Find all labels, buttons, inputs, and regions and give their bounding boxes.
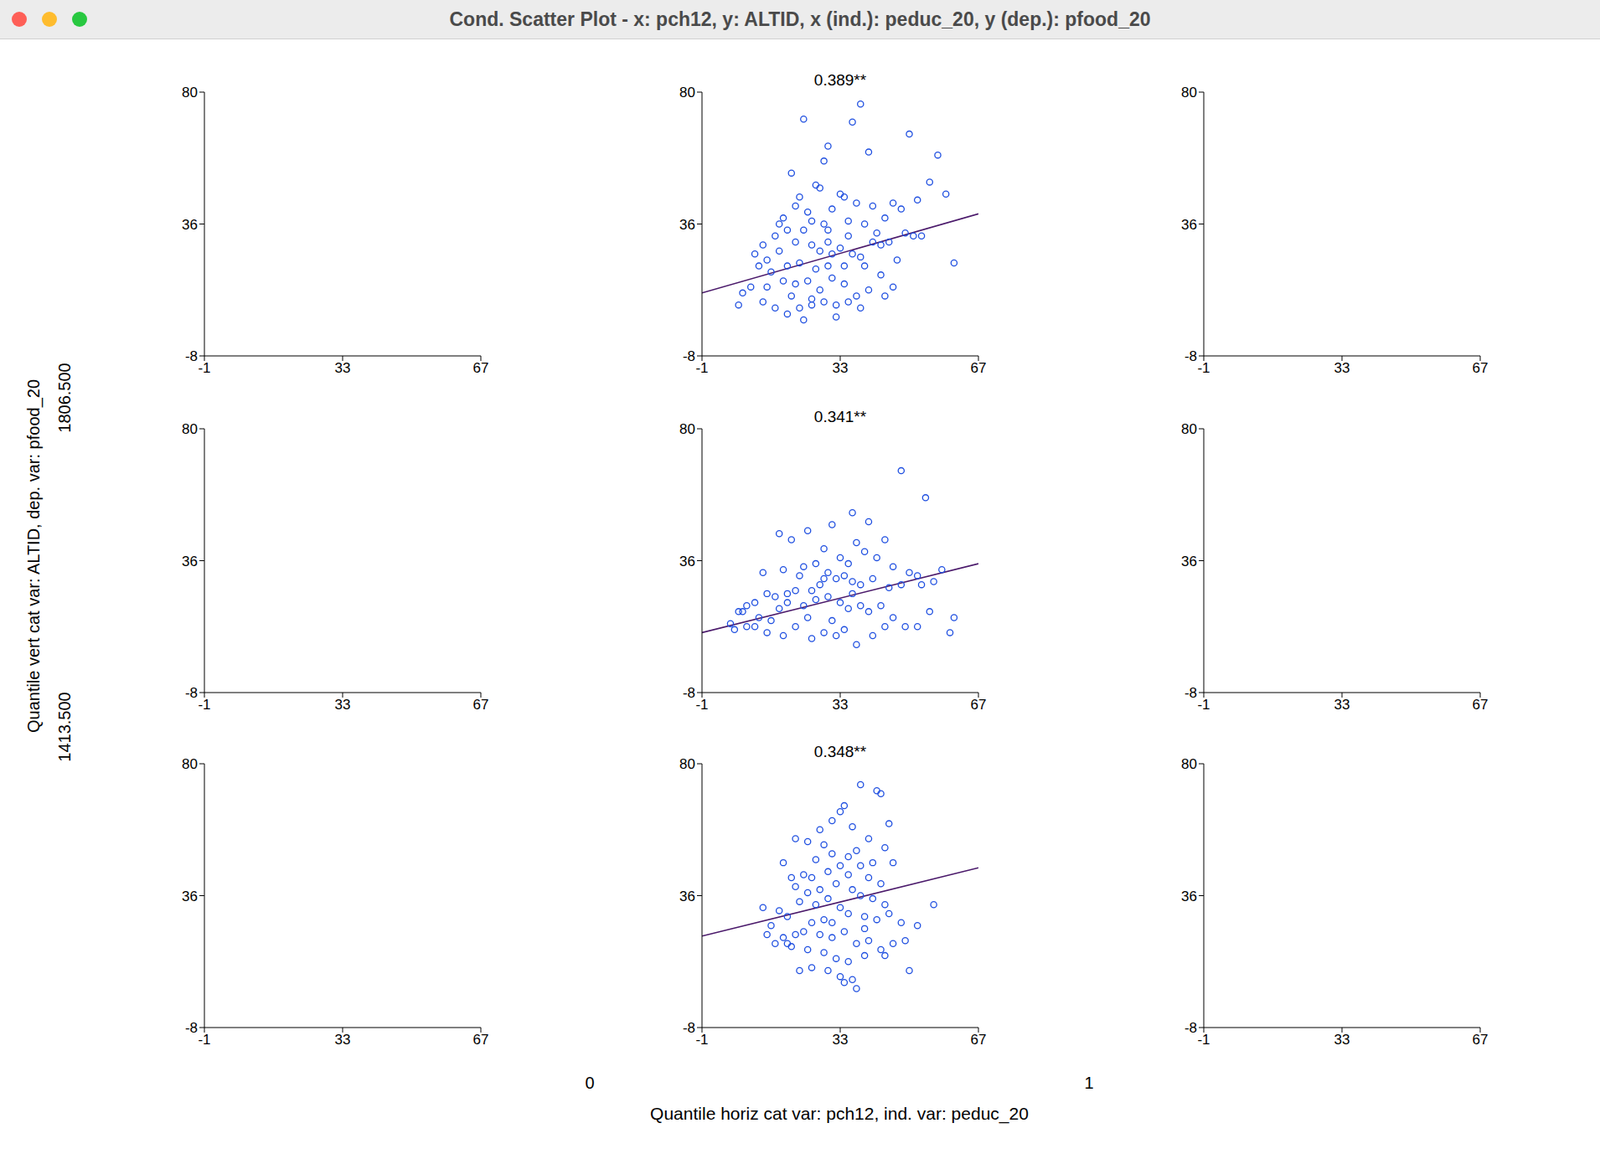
svg-text:36: 36 bbox=[181, 216, 198, 233]
svg-text:-8: -8 bbox=[682, 348, 696, 365]
svg-text:33: 33 bbox=[335, 696, 351, 713]
html-text:0.389**: 0.389** bbox=[814, 71, 867, 89]
html-text:Quantile horiz cat var: pch12,: Quantile horiz cat var: pch12, ind. var:… bbox=[650, 1104, 1029, 1124]
svg-text:67: 67 bbox=[473, 696, 490, 713]
svg-text:-1: -1 bbox=[1197, 696, 1210, 713]
html-text:1413.500: 1413.500 bbox=[54, 692, 74, 763]
svg-text:-8: -8 bbox=[185, 685, 198, 702]
svg-text:33: 33 bbox=[832, 696, 849, 713]
svg-text:80: 80 bbox=[679, 421, 696, 438]
svg-text:33: 33 bbox=[1334, 360, 1351, 377]
html-text:1806.500: 1806.500 bbox=[54, 362, 74, 433]
svg-text:80: 80 bbox=[1181, 756, 1198, 773]
svg-text:-1: -1 bbox=[197, 1032, 211, 1048]
svg-text:67: 67 bbox=[970, 360, 987, 377]
svg-text:33: 33 bbox=[832, 360, 849, 377]
svg-text:36: 36 bbox=[1181, 553, 1198, 570]
svg-text:80: 80 bbox=[1181, 421, 1198, 438]
html-text:0: 0 bbox=[585, 1073, 595, 1093]
svg-text:80: 80 bbox=[181, 84, 198, 101]
svg-text:-1: -1 bbox=[695, 360, 708, 377]
svg-text:33: 33 bbox=[335, 360, 351, 377]
svg-text:67: 67 bbox=[1472, 696, 1489, 713]
svg-text:-1: -1 bbox=[197, 696, 211, 713]
svg-text:-8: -8 bbox=[1184, 685, 1198, 702]
svg-text:-8: -8 bbox=[185, 348, 198, 365]
html-text:0.348**: 0.348** bbox=[814, 743, 867, 761]
svg-text:36: 36 bbox=[181, 553, 198, 570]
svg-text:36: 36 bbox=[679, 888, 696, 905]
html-text:1: 1 bbox=[1084, 1073, 1094, 1093]
svg-text:-8: -8 bbox=[185, 1020, 198, 1037]
svg-text:33: 33 bbox=[1334, 696, 1351, 713]
svg-text:36: 36 bbox=[679, 553, 696, 570]
html-text:0.341**: 0.341** bbox=[814, 407, 867, 426]
svg-text:67: 67 bbox=[1472, 1032, 1489, 1048]
svg-text:-1: -1 bbox=[197, 360, 211, 377]
svg-text:33: 33 bbox=[832, 1032, 849, 1048]
svg-text:67: 67 bbox=[970, 1032, 987, 1048]
svg-text:36: 36 bbox=[1181, 888, 1198, 905]
svg-text:-1: -1 bbox=[1197, 1032, 1210, 1048]
svg-text:-8: -8 bbox=[682, 1020, 696, 1037]
svg-text:-1: -1 bbox=[695, 696, 708, 713]
svg-text:80: 80 bbox=[1181, 84, 1198, 101]
svg-text:36: 36 bbox=[679, 216, 696, 233]
svg-text:80: 80 bbox=[679, 84, 696, 101]
svg-text:-1: -1 bbox=[1197, 360, 1210, 377]
svg-text:-1: -1 bbox=[695, 1032, 708, 1048]
svg-text:80: 80 bbox=[181, 421, 198, 438]
svg-text:67: 67 bbox=[473, 360, 490, 377]
svg-text:36: 36 bbox=[181, 888, 198, 905]
html-text:Cond. Scatter Plot - x: pch12,: Cond. Scatter Plot - x: pch12, y: ALTID,… bbox=[449, 8, 1151, 31]
html-text:Quantile vert cat var: ALTID,: Quantile vert cat var: ALTID, dep. var: … bbox=[23, 379, 43, 733]
svg-text:-8: -8 bbox=[682, 685, 696, 702]
svg-text:80: 80 bbox=[679, 756, 696, 773]
svg-text:-8: -8 bbox=[1184, 1020, 1198, 1037]
svg-text:33: 33 bbox=[335, 1032, 351, 1048]
svg-text:67: 67 bbox=[970, 696, 987, 713]
svg-text:67: 67 bbox=[473, 1032, 490, 1048]
svg-text:36: 36 bbox=[1181, 216, 1198, 233]
svg-text:80: 80 bbox=[181, 756, 198, 773]
svg-text:-8: -8 bbox=[1184, 348, 1198, 365]
svg-text:33: 33 bbox=[1334, 1032, 1351, 1048]
svg-text:67: 67 bbox=[1472, 360, 1489, 377]
